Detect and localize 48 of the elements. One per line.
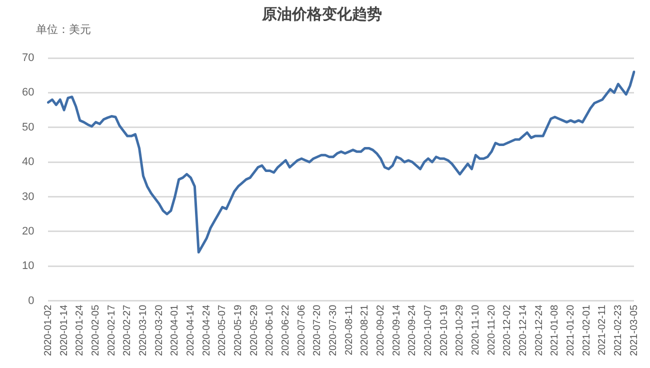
y-tick-label: 10 <box>22 260 34 272</box>
y-tick-label: 60 <box>22 86 34 99</box>
x-tick-label: 2020-11-10 <box>470 304 482 356</box>
y-tick-label: 0 <box>28 294 34 307</box>
x-tick-label: 2020-06-10 <box>264 304 276 356</box>
x-tick-label: 2020-08-21 <box>360 304 371 356</box>
x-tick-label: 2020-07-06 <box>296 304 308 356</box>
x-tick-label: 2020-12-02 <box>502 304 514 356</box>
x-tick-label: 2020-04-14 <box>185 304 196 356</box>
x-tick-label: 2020-02-17 <box>106 304 118 356</box>
x-tick-label: 2020-08-11 <box>344 304 355 356</box>
x-tick-label: 2020-07-30 <box>328 304 339 356</box>
x-tick-label: 2020-05-07 <box>217 304 228 356</box>
x-tick-label: 2020-01-24 <box>74 304 86 356</box>
x-tick-label: 2020-05-19 <box>232 304 244 356</box>
x-tick-label: 2020-09-14 <box>391 304 402 356</box>
chart-title: 原油价格变化趋势 <box>261 4 382 23</box>
x-tick-label: 2020-01-02 <box>42 304 54 356</box>
x-tick-label: 2020-10-29 <box>454 304 466 356</box>
x-tick-label: 2020-02-05 <box>90 304 102 356</box>
x-tick-label: 2020-03-20 <box>154 304 165 356</box>
y-tick-label: 20 <box>22 225 34 238</box>
x-tick-label: 2020-05-29 <box>248 304 260 356</box>
x-tick-label: 2021-02-01 <box>581 304 592 356</box>
x-tick-label: 2020-02-27 <box>122 304 134 356</box>
x-tick-label: 2020-01-14 <box>58 304 70 356</box>
x-tick-label: 2020-09-02 <box>375 304 386 356</box>
x-tick-label: 2020-04-01 <box>170 304 181 356</box>
y-tick-label: 70 <box>22 52 34 64</box>
y-tick-label: 50 <box>22 121 34 134</box>
x-tick-label: 2021-01-08 <box>550 304 561 356</box>
x-tick-label: 2021-02-11 <box>597 304 608 356</box>
x-tick-label: 2020-03-10 <box>138 304 149 356</box>
y-axis-title: 单位：美元 <box>36 22 91 36</box>
x-tick-label: 2020-07-20 <box>312 304 324 356</box>
x-tick-label: 2020-12-24 <box>534 304 545 356</box>
x-tick-label: 2021-03-05 <box>628 304 640 356</box>
x-tick-label: 2020-09-24 <box>407 304 418 356</box>
y-tick-label: 40 <box>22 156 34 168</box>
x-tick-label: 2020-10-07 <box>422 304 434 356</box>
x-tick-label: 2020-11-20 <box>486 304 498 356</box>
x-tick-label: 2020-04-24 <box>201 304 212 356</box>
y-tick-label: 30 <box>22 190 34 203</box>
x-tick-label: 2021-01-20 <box>565 304 576 356</box>
x-tick-label: 2020-12-14 <box>518 304 529 356</box>
x-tick-label: 2020-10-19 <box>438 304 450 356</box>
x-tick-label: 2020-06-22 <box>280 304 292 356</box>
x-tick-label: 2021-02-23 <box>612 304 624 356</box>
